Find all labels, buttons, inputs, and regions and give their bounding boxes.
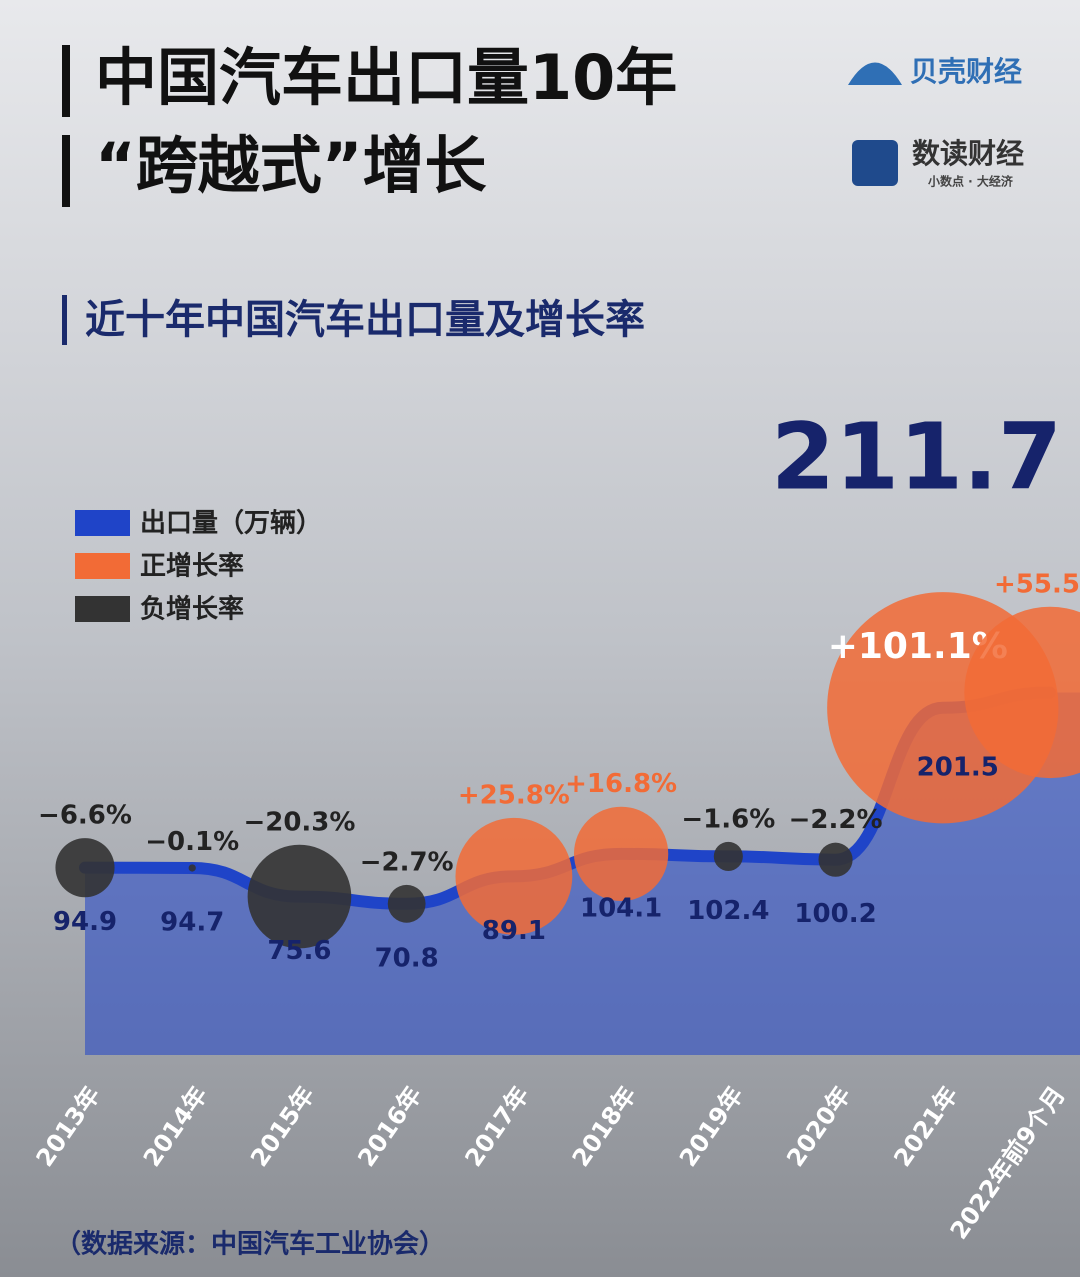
title: “跨越式”增长 [95,129,487,202]
bubble [573,806,669,901]
title-bar [62,45,70,117]
subtitle-bar [62,295,67,345]
legend-swatch [75,596,130,622]
value-label: 100.2 [794,899,876,929]
source: （数据来源：中国汽车工业协会） [55,1229,445,1260]
value-label-big: 211.7 [771,403,1062,510]
logo [848,62,902,85]
logo [852,140,898,186]
bubble [55,838,115,898]
value-label: 94.7 [160,907,224,937]
value-label: 104.1 [580,893,662,923]
rate-label: +55.5% [994,569,1080,599]
bubble [964,606,1080,779]
logo-text: 数读财经 [912,137,1024,170]
rate-label: +25.8% [458,780,570,810]
value-label: 89.1 [482,916,546,946]
rate-label: −2.2% [789,805,883,835]
rate-label: −2.7% [360,847,454,877]
value-label: 75.6 [267,936,331,966]
title-bar [62,135,70,207]
value-label: 201.5 [917,752,999,782]
logo-text: 贝壳财经 [910,55,1022,88]
value-label: 94.9 [53,907,117,937]
legend-swatch [75,553,130,579]
legend-label: 正增长率 [140,551,244,582]
chart-title: 近十年中国汽车出口量及增长率 [85,297,645,343]
bubble [247,844,352,949]
rate-label: −20.3% [243,807,355,837]
bubble [818,842,853,877]
rate-label: +16.8% [565,769,677,799]
value-label: 102.4 [687,896,769,926]
rate-label: −6.6% [38,801,132,831]
legend-swatch [75,510,130,536]
bubble [455,817,573,935]
bubble [188,864,196,872]
bubble [387,884,426,923]
value-label: 70.8 [375,943,439,973]
rate-label: −0.1% [145,827,239,857]
legend-label: 负增长率 [140,594,244,625]
legend-label: 出口量（万辆） [140,509,322,539]
title: 中国汽车出口量10年 [95,41,677,114]
rate-label: −1.6% [681,804,775,834]
logo-slogan: 小数点 · 大经济 [928,174,1014,189]
bubble [713,841,743,871]
